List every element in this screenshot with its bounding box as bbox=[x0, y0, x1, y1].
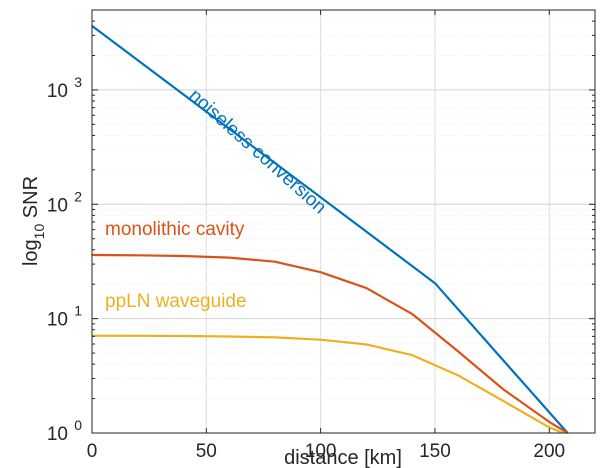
y-tick-label: 10 1 bbox=[47, 303, 82, 331]
y-tick-exponent: 2 bbox=[74, 188, 82, 204]
y-tick-exponent: 3 bbox=[74, 74, 82, 90]
x-tick-label: 100 bbox=[305, 441, 337, 462]
series-group bbox=[91, 25, 569, 435]
y-tick-exponent: 0 bbox=[74, 417, 82, 433]
y-axis-label: log10 SNR bbox=[20, 176, 47, 266]
x-tick-label: 50 bbox=[196, 441, 217, 462]
x-tick-label: 0 bbox=[87, 441, 98, 462]
x-tick-label: 200 bbox=[533, 441, 565, 462]
y-tick-base: 10 bbox=[47, 310, 68, 331]
y-axis-label-tail: SNR bbox=[20, 176, 42, 224]
y-axis-label-sub: 10 bbox=[31, 224, 47, 240]
x-tick-label: 150 bbox=[419, 441, 451, 462]
series-line-noiseless-conversion bbox=[91, 25, 569, 434]
label-ppln-waveguide: ppLN waveguide bbox=[105, 291, 247, 312]
plot-background bbox=[92, 10, 595, 433]
label-monolithic-cavity: monolithic cavity bbox=[105, 219, 245, 240]
series-line-monolithic-cavity bbox=[91, 253, 569, 434]
plot-frame bbox=[91, 9, 596, 434]
y-tick-base: 10 bbox=[47, 424, 68, 445]
y-tick-exponent: 1 bbox=[74, 303, 82, 319]
y-tick-label: 10 2 bbox=[47, 188, 82, 216]
y-tick-label: 10 3 bbox=[47, 74, 82, 102]
y-axis-label-main: log bbox=[20, 239, 42, 266]
y-tick-label: 10 0 bbox=[47, 417, 82, 445]
x-axis-label: distance [km] bbox=[284, 447, 402, 468]
series-line-ppln-waveguide bbox=[91, 334, 564, 435]
y-tick-base: 10 bbox=[47, 81, 68, 102]
y-tick-base: 10 bbox=[47, 195, 68, 216]
